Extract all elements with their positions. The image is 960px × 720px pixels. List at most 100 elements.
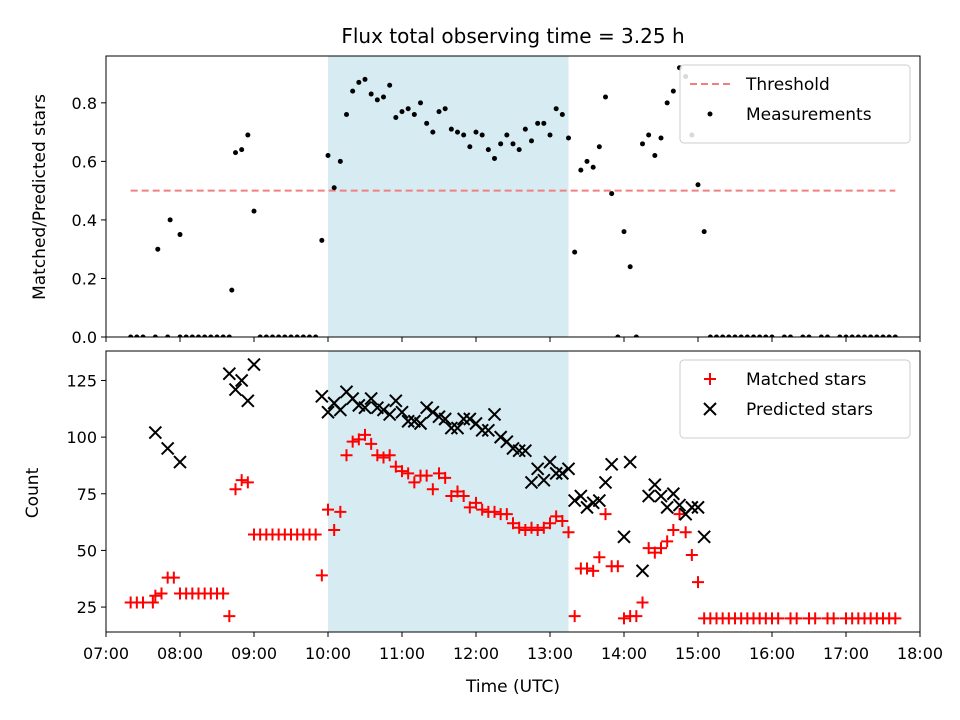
data-point <box>604 457 619 472</box>
data-point <box>660 500 674 515</box>
data-point <box>541 120 547 126</box>
data-point <box>365 437 378 450</box>
data-point <box>399 109 405 115</box>
data-point <box>809 612 822 625</box>
data-point <box>567 493 582 508</box>
data-point <box>313 334 319 337</box>
data-point <box>714 334 719 337</box>
data-point <box>325 153 331 159</box>
data-point <box>475 423 489 438</box>
data-point <box>344 112 349 118</box>
data-point <box>419 400 434 415</box>
data-point <box>436 109 442 115</box>
data-point <box>364 391 378 406</box>
x-tick-label: 09:00 <box>231 644 277 663</box>
data-point <box>568 610 581 623</box>
data-point <box>492 155 497 161</box>
legend-marker-swatch <box>707 111 713 117</box>
data-point <box>788 334 793 337</box>
data-point <box>393 114 399 120</box>
data-point <box>160 441 175 456</box>
data-point <box>479 132 485 138</box>
data-point <box>732 334 738 337</box>
y-tick-label: 0.2 <box>72 269 97 288</box>
y-tick-label: 75 <box>77 485 97 504</box>
y-tick-label: 50 <box>77 541 97 560</box>
data-point <box>356 79 362 85</box>
y-tick-label: 100 <box>66 428 97 447</box>
data-point <box>697 530 711 544</box>
data-point <box>630 610 643 623</box>
data-point <box>177 334 183 337</box>
data-point <box>241 394 255 408</box>
data-point <box>553 106 559 112</box>
data-point <box>763 334 769 337</box>
series-matched-stars <box>124 428 902 625</box>
data-point <box>670 88 676 94</box>
data-point <box>874 334 880 337</box>
data-point <box>322 503 334 516</box>
data-point <box>183 334 189 337</box>
legend-box <box>679 359 911 439</box>
data-point <box>744 334 750 337</box>
data-point <box>307 334 312 337</box>
data-point <box>424 120 430 126</box>
data-point <box>590 164 596 170</box>
data-point <box>525 521 538 534</box>
data-point <box>222 366 237 381</box>
data-point <box>463 412 477 426</box>
data-point <box>251 208 257 214</box>
data-point <box>358 400 372 415</box>
data-point <box>456 412 471 426</box>
data-point <box>263 334 269 337</box>
count-panel: 25 50 75 100 125 07:00 08:00 09:00 10:00 11:00 12:… <box>66 350 943 663</box>
data-point <box>580 500 594 515</box>
data-point <box>167 571 180 584</box>
data-point <box>627 264 633 270</box>
data-point <box>691 500 705 515</box>
data-point <box>892 334 898 337</box>
data-point <box>245 132 251 138</box>
data-point <box>695 182 701 188</box>
data-point <box>319 237 325 243</box>
data-point <box>593 551 606 564</box>
data-point <box>352 433 365 446</box>
data-point <box>516 147 522 153</box>
data-point <box>371 449 384 462</box>
data-point <box>350 88 356 94</box>
data-point <box>374 97 380 103</box>
legend-marker-swatch <box>704 373 716 385</box>
data-point <box>654 489 668 503</box>
data-point <box>726 334 732 337</box>
data-point <box>555 466 570 481</box>
plot-area <box>124 351 902 632</box>
data-point <box>889 612 902 625</box>
ratio-panel: 0.0 0.2 0.4 0.6 0.8 Threshold Measurements <box>72 55 921 347</box>
data-point <box>270 334 275 337</box>
data-point <box>420 469 433 482</box>
data-point <box>149 589 162 602</box>
data-point <box>493 430 508 444</box>
x-tick-label: 15:00 <box>675 644 721 663</box>
data-point <box>648 477 662 492</box>
data-point <box>334 505 347 518</box>
data-point <box>377 451 390 464</box>
data-point <box>596 144 602 150</box>
data-point <box>223 610 236 623</box>
data-point <box>603 94 608 100</box>
data-point <box>769 334 775 337</box>
data-point <box>574 489 588 503</box>
legend-label: Matched stars <box>746 370 866 390</box>
data-point <box>448 126 454 132</box>
data-point <box>455 129 460 135</box>
data-point <box>229 287 235 293</box>
data-point <box>359 428 371 441</box>
data-point <box>652 153 658 159</box>
observing-window-band <box>328 351 569 632</box>
series-measurements <box>128 65 898 337</box>
data-point <box>531 524 544 537</box>
data-point <box>444 421 459 435</box>
data-point <box>328 524 341 537</box>
data-point <box>234 373 249 388</box>
data-point <box>510 141 516 147</box>
